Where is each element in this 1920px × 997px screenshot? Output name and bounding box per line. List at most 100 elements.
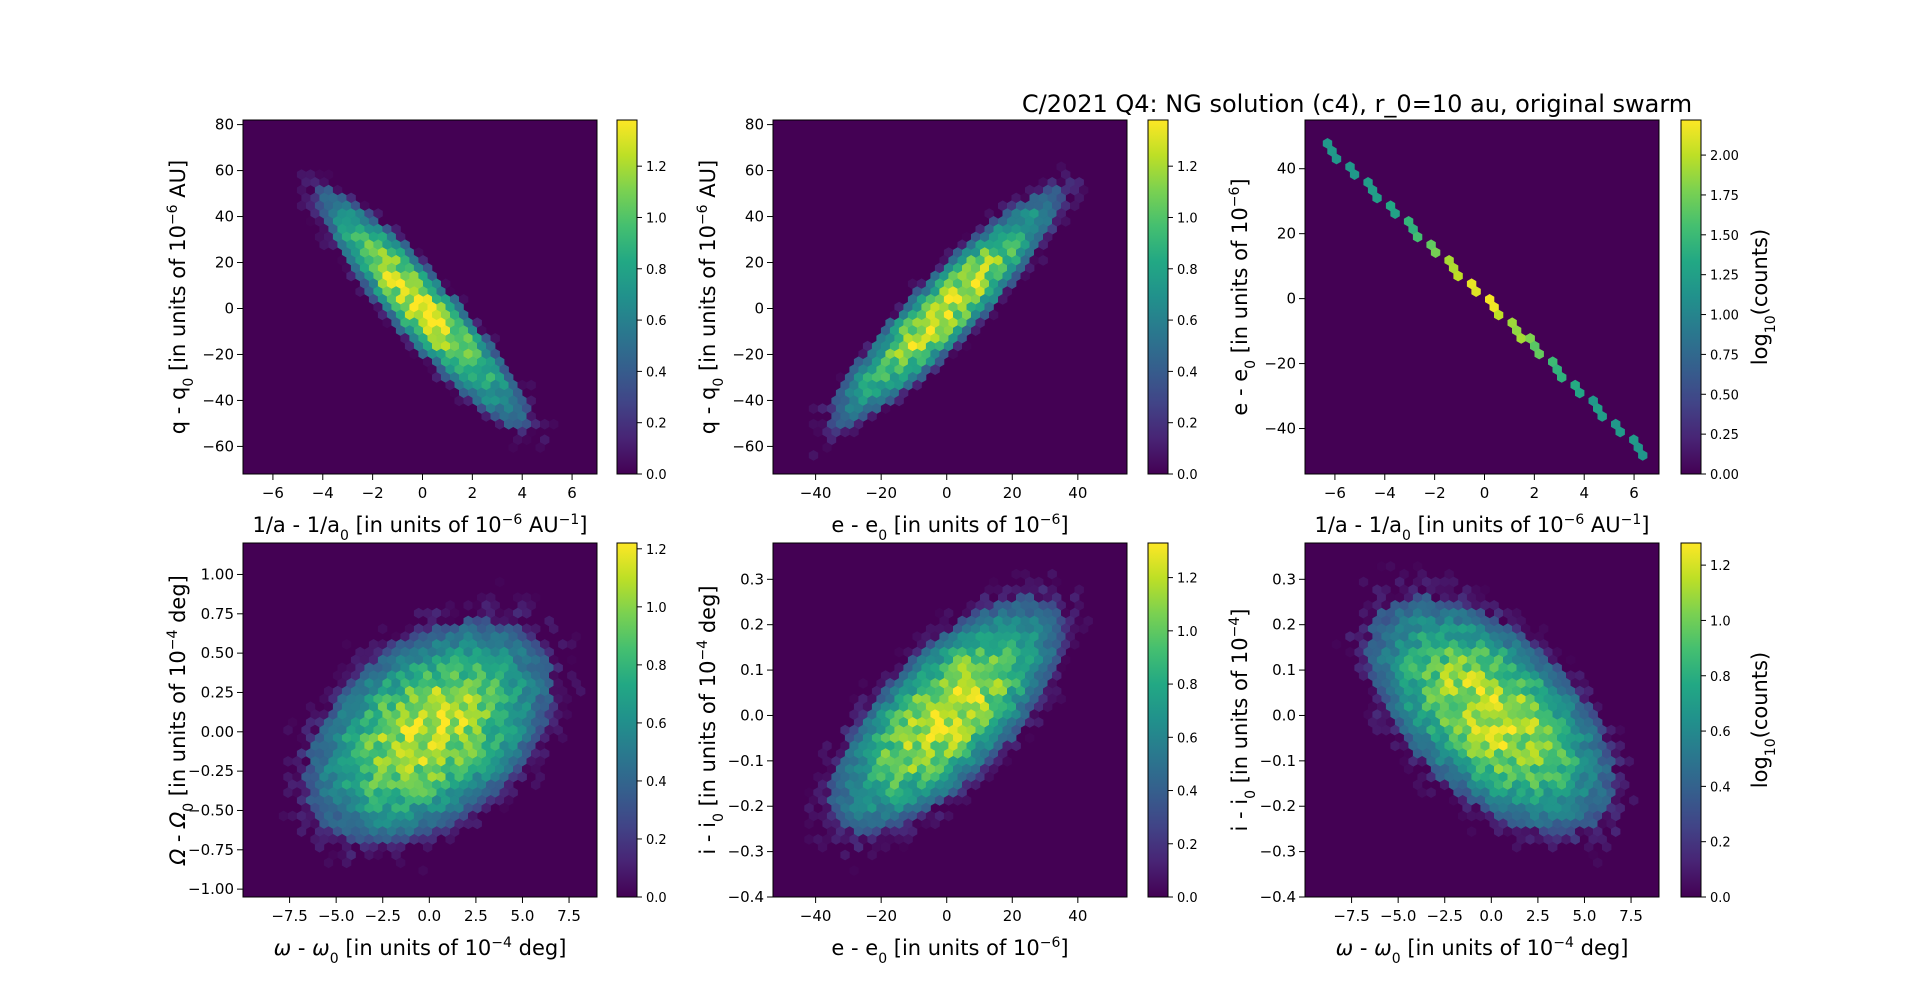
hexbin-cell <box>1475 654 1486 666</box>
x-tick-label: 0 <box>418 484 428 502</box>
hexbin-cell <box>350 701 361 713</box>
hexbin-cell <box>889 732 900 744</box>
hexbin-cell <box>382 678 392 689</box>
hexbin-cell <box>1466 654 1477 666</box>
hexbin-cell <box>840 849 850 861</box>
hexbin-cell <box>1466 826 1477 837</box>
hexbin-cell <box>921 802 931 814</box>
y-tick-label: 0.50 <box>201 644 234 662</box>
hexbin-cell <box>432 717 442 728</box>
hexbin-cell <box>382 301 392 313</box>
hexbin-cell <box>1530 826 1540 837</box>
hexbin-cell <box>1475 685 1486 697</box>
hexbin-cell <box>459 654 469 666</box>
hexbin-cell <box>1593 779 1603 791</box>
hexbin-cell <box>418 740 428 752</box>
hexbin-cell <box>903 693 913 705</box>
hexbin-cell <box>526 395 536 407</box>
hexbin-cell <box>323 169 334 180</box>
hexbin-cell <box>413 607 424 619</box>
hexbin-cell <box>1453 771 1463 783</box>
hexbin-cell <box>1566 654 1576 666</box>
hexbin-cell <box>531 592 541 603</box>
hexbin-cell <box>328 724 338 736</box>
hexbin-cell <box>1448 623 1459 635</box>
hexbin-cell <box>395 826 406 837</box>
y-tick-label: 60 <box>745 162 764 180</box>
hexbin-cell <box>1503 623 1513 635</box>
hexbin-cell <box>1516 724 1526 736</box>
hexbin-cell <box>450 639 460 650</box>
hexbin-cell <box>939 693 949 705</box>
hexbin-cell <box>853 717 864 728</box>
hexbin-cell <box>889 826 900 837</box>
hexbin-cell <box>1457 717 1468 728</box>
hexbin-cell <box>975 771 985 783</box>
hexbin-cell <box>1548 685 1558 697</box>
hexbin-cell <box>808 450 819 461</box>
hexbin-cell <box>386 795 397 806</box>
hexbin-cell <box>1462 615 1472 627</box>
hexbin-cell <box>332 732 343 744</box>
hexbin-cell <box>948 286 958 297</box>
hexbin-cell <box>436 740 446 752</box>
y-tick-label: 0.25 <box>201 683 234 701</box>
hexbin-cell <box>404 340 415 352</box>
hexbin-cell <box>1543 709 1553 720</box>
hexbin-cell <box>377 685 388 697</box>
y-tick-label: −0.1 <box>1260 752 1296 770</box>
hexbin-cell <box>966 756 976 767</box>
hexbin-cell <box>1020 255 1030 266</box>
hexbin-cell <box>1457 685 1468 697</box>
hexbin-cell <box>1489 615 1499 627</box>
hexbin-cell <box>305 701 316 713</box>
hexbin-cell <box>1512 623 1522 635</box>
hexbin-cell <box>862 763 873 775</box>
hexbin-cell <box>880 779 891 791</box>
hexbin-cell <box>499 693 509 705</box>
hexbin-cell <box>332 701 343 713</box>
hexbin-cell <box>1512 670 1522 681</box>
hexbin-cell <box>432 670 442 681</box>
hexbin-cell <box>1453 709 1463 720</box>
hexbin-cell <box>364 802 374 814</box>
hexbin-cell <box>1047 678 1057 689</box>
hexbin-cell <box>346 208 356 219</box>
hexbin-cell <box>962 623 972 635</box>
hexbin-cell <box>463 317 473 329</box>
hexbin-cell <box>1494 670 1504 681</box>
hexbin-cell <box>1552 662 1562 674</box>
hexbin-cell <box>1439 717 1450 728</box>
hexbin-cell <box>413 639 424 650</box>
hexbin-cell <box>840 787 850 798</box>
hexbin-cell <box>409 834 419 845</box>
hexbin-cell <box>1448 732 1459 744</box>
hexbin-cell <box>980 623 990 635</box>
hexbin-cell <box>319 693 329 705</box>
hexbin-cell <box>1494 763 1504 775</box>
hexbin-cell <box>939 709 949 720</box>
hexbin-cell <box>337 849 347 861</box>
x-tick-label: −40 <box>800 907 832 925</box>
hexbin-cell <box>441 278 451 290</box>
hexbin-cell <box>314 841 325 853</box>
hexbin-cell <box>1390 678 1400 689</box>
hexbin-cell <box>1390 740 1400 752</box>
hexbin-cell <box>1408 223 1418 235</box>
hexbin-cell <box>1029 239 1039 251</box>
hexbin-cell <box>1007 685 1017 697</box>
hexbin-cell <box>871 841 882 853</box>
hexbin-cell <box>513 418 523 430</box>
hexbin-cell <box>1399 615 1409 627</box>
hexbin-cell <box>337 818 347 830</box>
hexbin-cell <box>404 795 415 806</box>
hexbin-cell <box>490 631 500 642</box>
hexbin-cell <box>903 771 913 783</box>
hexbin-cell <box>1503 826 1513 837</box>
hexbin-cell <box>400 740 410 752</box>
hexbin-cell <box>1056 631 1066 642</box>
hexbin-cell <box>319 709 329 720</box>
hexbin-cell <box>508 678 518 689</box>
hexbin-cell <box>1530 810 1540 822</box>
hexbin-cell <box>1588 756 1598 767</box>
